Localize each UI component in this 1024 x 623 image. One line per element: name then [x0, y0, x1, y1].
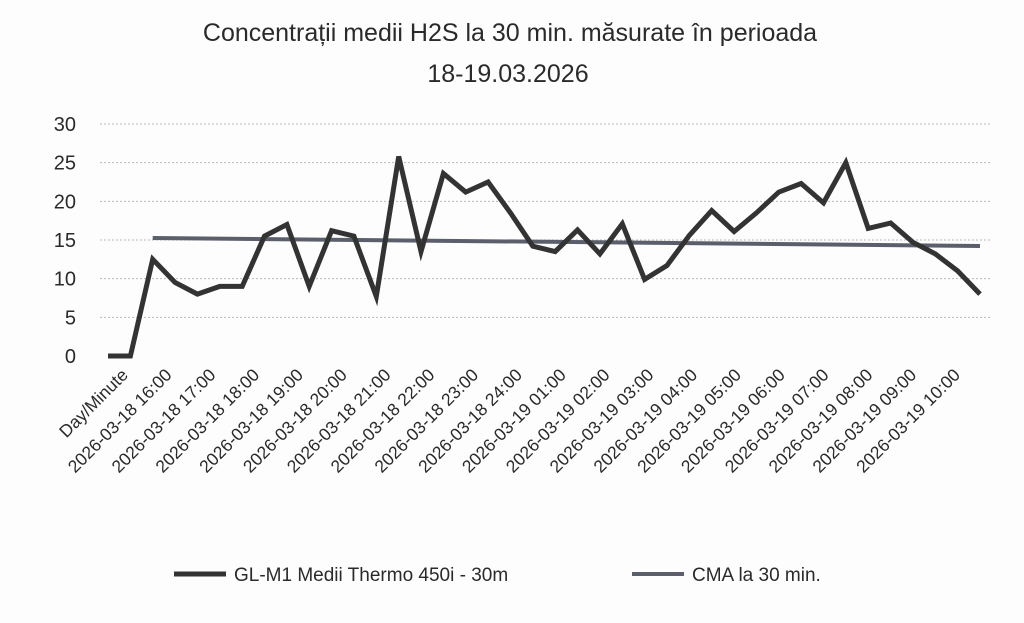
y-tick-label: 15	[54, 230, 76, 252]
chart-title-line-1: Concentrații medii H2S la 30 min. măsura…	[203, 19, 817, 47]
y-tick-label: 10	[54, 269, 76, 291]
series-lines	[108, 155, 982, 359]
series-line-gl-m1	[108, 155, 982, 359]
legend-item-cma: CMA la 30 min.	[632, 565, 821, 586]
legend-label: GL-M1 Medii Thermo 450i - 30m	[234, 565, 508, 586]
y-tick-label: 25	[54, 153, 76, 175]
legend-label: CMA la 30 min.	[692, 565, 821, 586]
y-tick-label: 5	[65, 307, 76, 329]
y-tick-label: 20	[54, 191, 76, 213]
chart-title-line-2: 18-19.03.2026	[427, 60, 588, 88]
chart-title: Concentrații medii H2S la 30 min. măsura…	[203, 19, 817, 88]
y-tick-label: 30	[54, 114, 76, 136]
y-axis-tick-labels: 0 5 10 15 20 25 30	[54, 114, 76, 368]
legend: GL-M1 Medii Thermo 450i - 30m CMA la 30 m…	[174, 565, 821, 586]
y-tick-label: 0	[65, 346, 76, 368]
legend-item-gl-m1: GL-M1 Medii Thermo 450i - 30m	[174, 565, 508, 586]
